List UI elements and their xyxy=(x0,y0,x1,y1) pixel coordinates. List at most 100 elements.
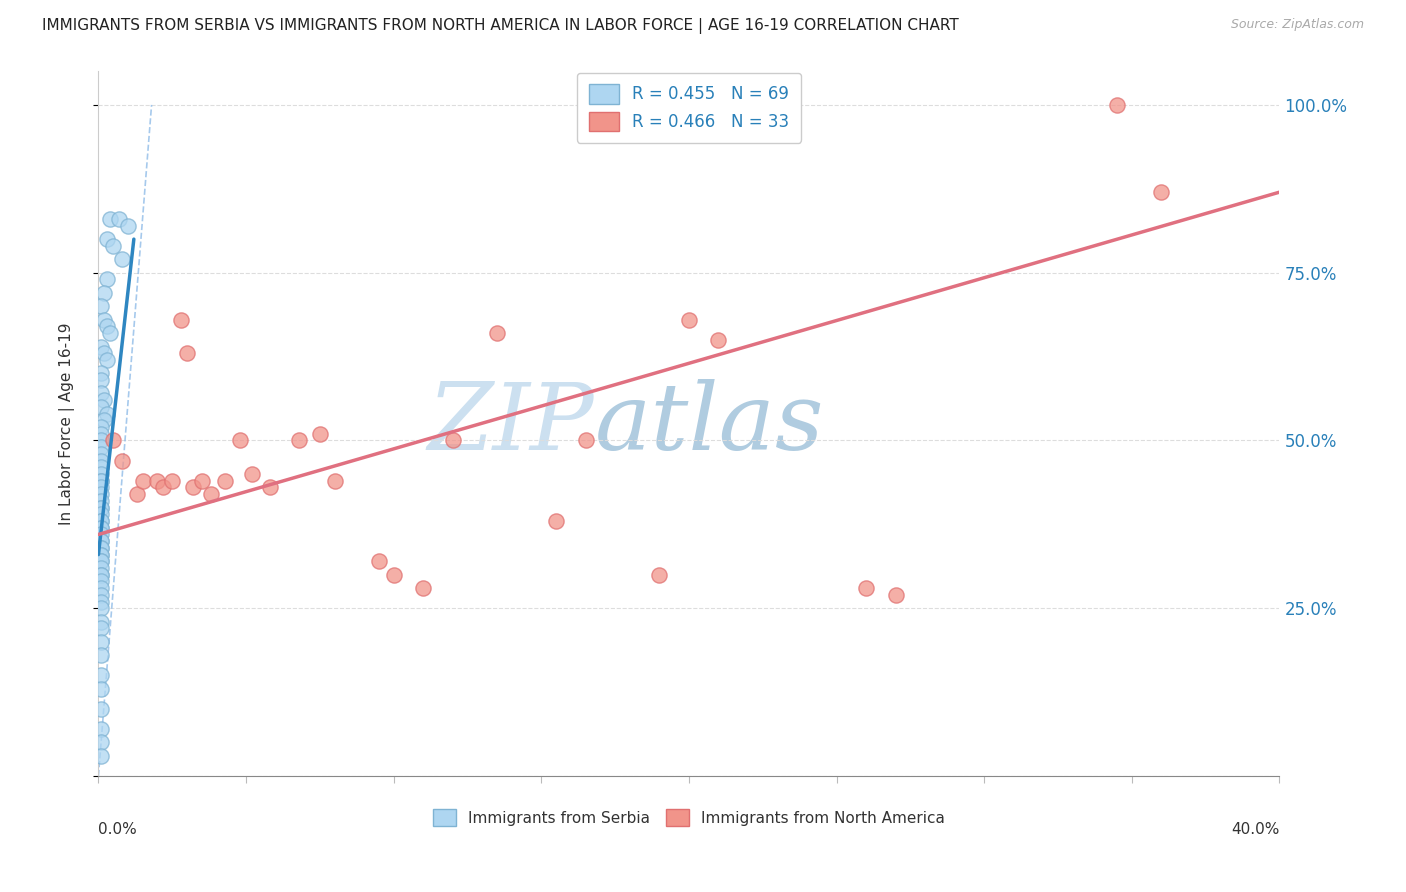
Point xyxy=(98,326,121,340)
Point xyxy=(90,474,112,488)
Point xyxy=(90,521,112,535)
Point xyxy=(214,474,236,488)
Point xyxy=(90,548,112,562)
Point xyxy=(90,508,112,522)
Point xyxy=(546,514,568,528)
Text: 40.0%: 40.0% xyxy=(1232,822,1279,837)
Point xyxy=(259,480,281,494)
Point xyxy=(323,474,346,488)
Point xyxy=(486,326,509,340)
Point xyxy=(382,567,405,582)
Point xyxy=(90,453,112,467)
Point xyxy=(90,567,112,582)
Point xyxy=(309,426,332,441)
Point xyxy=(125,487,148,501)
Point xyxy=(90,541,112,555)
Point xyxy=(90,514,112,528)
Point xyxy=(96,407,118,421)
Point xyxy=(90,594,112,608)
Point xyxy=(90,373,112,387)
Point xyxy=(90,534,112,549)
Point xyxy=(146,474,169,488)
Text: IMMIGRANTS FROM SERBIA VS IMMIGRANTS FROM NORTH AMERICA IN LABOR FORCE | AGE 16-: IMMIGRANTS FROM SERBIA VS IMMIGRANTS FRO… xyxy=(42,18,959,34)
Point xyxy=(441,434,464,448)
Point xyxy=(90,527,112,541)
Point xyxy=(90,500,112,515)
Point xyxy=(90,635,112,649)
Point xyxy=(412,581,434,595)
Point xyxy=(108,212,131,227)
Point xyxy=(90,521,112,535)
Point xyxy=(181,480,204,494)
Point xyxy=(90,420,112,434)
Point xyxy=(90,386,112,401)
Point xyxy=(90,668,112,682)
Point xyxy=(90,400,112,414)
Point xyxy=(90,474,112,488)
Point xyxy=(90,460,112,475)
Point xyxy=(103,434,125,448)
Point xyxy=(98,212,121,227)
Point xyxy=(90,339,112,353)
Point xyxy=(1107,98,1129,112)
Point xyxy=(90,514,112,528)
Point xyxy=(90,648,112,663)
Point xyxy=(288,434,311,448)
Point xyxy=(855,581,877,595)
Point xyxy=(90,534,112,549)
Point xyxy=(176,346,198,360)
Point xyxy=(90,367,112,381)
Point xyxy=(93,346,115,360)
Point xyxy=(93,413,115,427)
Point xyxy=(132,474,155,488)
Point xyxy=(90,601,112,615)
Point xyxy=(90,426,112,441)
Y-axis label: In Labor Force | Age 16-19: In Labor Force | Age 16-19 xyxy=(59,322,75,525)
Point xyxy=(90,748,112,763)
Point xyxy=(93,312,115,326)
Point xyxy=(152,480,174,494)
Point xyxy=(96,319,118,334)
Point xyxy=(90,500,112,515)
Point xyxy=(90,434,112,448)
Legend: Immigrants from Serbia, Immigrants from North America: Immigrants from Serbia, Immigrants from … xyxy=(427,803,950,832)
Point xyxy=(229,434,252,448)
Point xyxy=(111,252,134,267)
Point xyxy=(90,567,112,582)
Point xyxy=(90,574,112,589)
Point xyxy=(96,232,118,246)
Point xyxy=(90,735,112,749)
Point xyxy=(90,702,112,716)
Point xyxy=(90,588,112,602)
Point xyxy=(90,722,112,736)
Point xyxy=(111,453,134,467)
Point xyxy=(90,681,112,696)
Point xyxy=(90,467,112,481)
Point xyxy=(93,285,115,300)
Point xyxy=(90,548,112,562)
Point xyxy=(575,434,598,448)
Point xyxy=(678,312,700,326)
Point xyxy=(90,581,112,595)
Point xyxy=(90,494,112,508)
Point xyxy=(240,467,263,481)
Point xyxy=(1150,185,1173,199)
Point xyxy=(117,219,139,233)
Text: 0.0%: 0.0% xyxy=(98,822,138,837)
Point xyxy=(170,312,193,326)
Point xyxy=(884,588,907,602)
Point xyxy=(368,554,391,568)
Point xyxy=(90,615,112,629)
Point xyxy=(96,353,118,368)
Point xyxy=(648,567,671,582)
Point xyxy=(90,447,112,461)
Point xyxy=(90,480,112,494)
Point xyxy=(93,393,115,408)
Point xyxy=(90,541,112,555)
Point xyxy=(103,239,125,253)
Point xyxy=(90,487,112,501)
Point xyxy=(200,487,222,501)
Text: ZIP: ZIP xyxy=(427,379,595,468)
Point xyxy=(90,299,112,313)
Text: Source: ZipAtlas.com: Source: ZipAtlas.com xyxy=(1230,18,1364,31)
